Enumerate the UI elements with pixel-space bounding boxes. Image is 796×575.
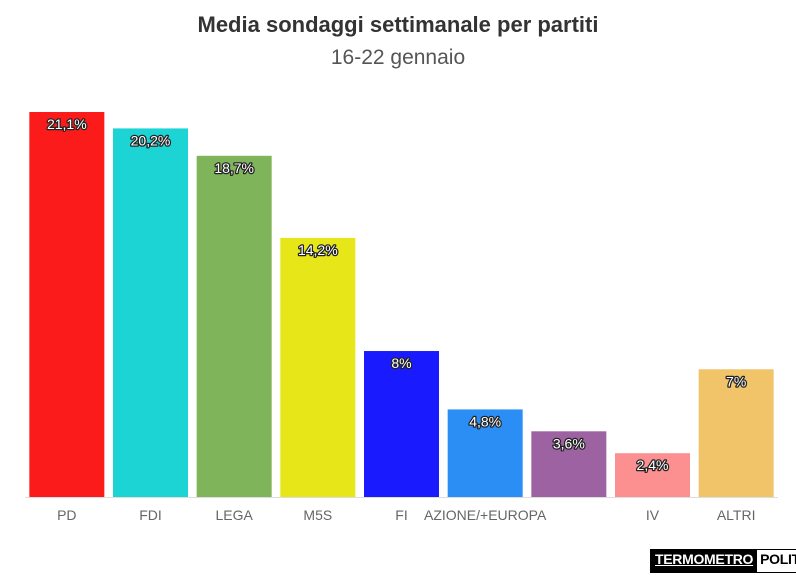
bar bbox=[364, 351, 439, 497]
data-label: 20,2% bbox=[131, 132, 171, 148]
x-tick-label: FDI bbox=[139, 507, 162, 523]
data-label: 18,7% bbox=[214, 160, 254, 176]
chart-title: Media sondaggi settimanale per partiti bbox=[197, 12, 599, 37]
data-label: 4,8% bbox=[469, 413, 501, 429]
bar bbox=[615, 453, 690, 497]
x-tick-label: FI bbox=[395, 507, 407, 523]
data-label: 14,2% bbox=[298, 242, 338, 258]
x-tick-label: LEGA bbox=[215, 507, 253, 523]
termometro-politico-logo: TERMOMETRO POLITICO bbox=[650, 549, 796, 573]
bar bbox=[196, 155, 272, 497]
logo-part-2: POLITICO bbox=[757, 550, 796, 572]
bar bbox=[29, 112, 105, 497]
bar bbox=[113, 128, 188, 497]
bar bbox=[447, 409, 523, 497]
data-label: 3,6% bbox=[553, 435, 585, 451]
data-label: 8% bbox=[391, 355, 411, 371]
bar bbox=[531, 431, 607, 497]
logo-part-1: TERMOMETRO bbox=[651, 550, 758, 572]
chart-subtitle: 16-22 gennaio bbox=[330, 46, 466, 69]
x-tick-label: AZIONE/+EUROPA bbox=[424, 507, 547, 523]
x-tick-label: M5S bbox=[303, 507, 332, 523]
bar-chart: 21,1% PD 20,2% FDI 18,7% LEGA 14,2% M5S 8% FI 4,8%… bbox=[25, 112, 778, 523]
bar bbox=[698, 369, 774, 497]
bar bbox=[280, 237, 356, 498]
x-tick-label: IV bbox=[646, 507, 660, 523]
x-tick-label: ALTRI bbox=[717, 507, 756, 523]
data-label: 2,4% bbox=[637, 457, 669, 473]
data-label: 7% bbox=[726, 373, 746, 389]
data-label: 21,1% bbox=[47, 116, 87, 132]
x-tick-label: PD bbox=[57, 507, 76, 523]
